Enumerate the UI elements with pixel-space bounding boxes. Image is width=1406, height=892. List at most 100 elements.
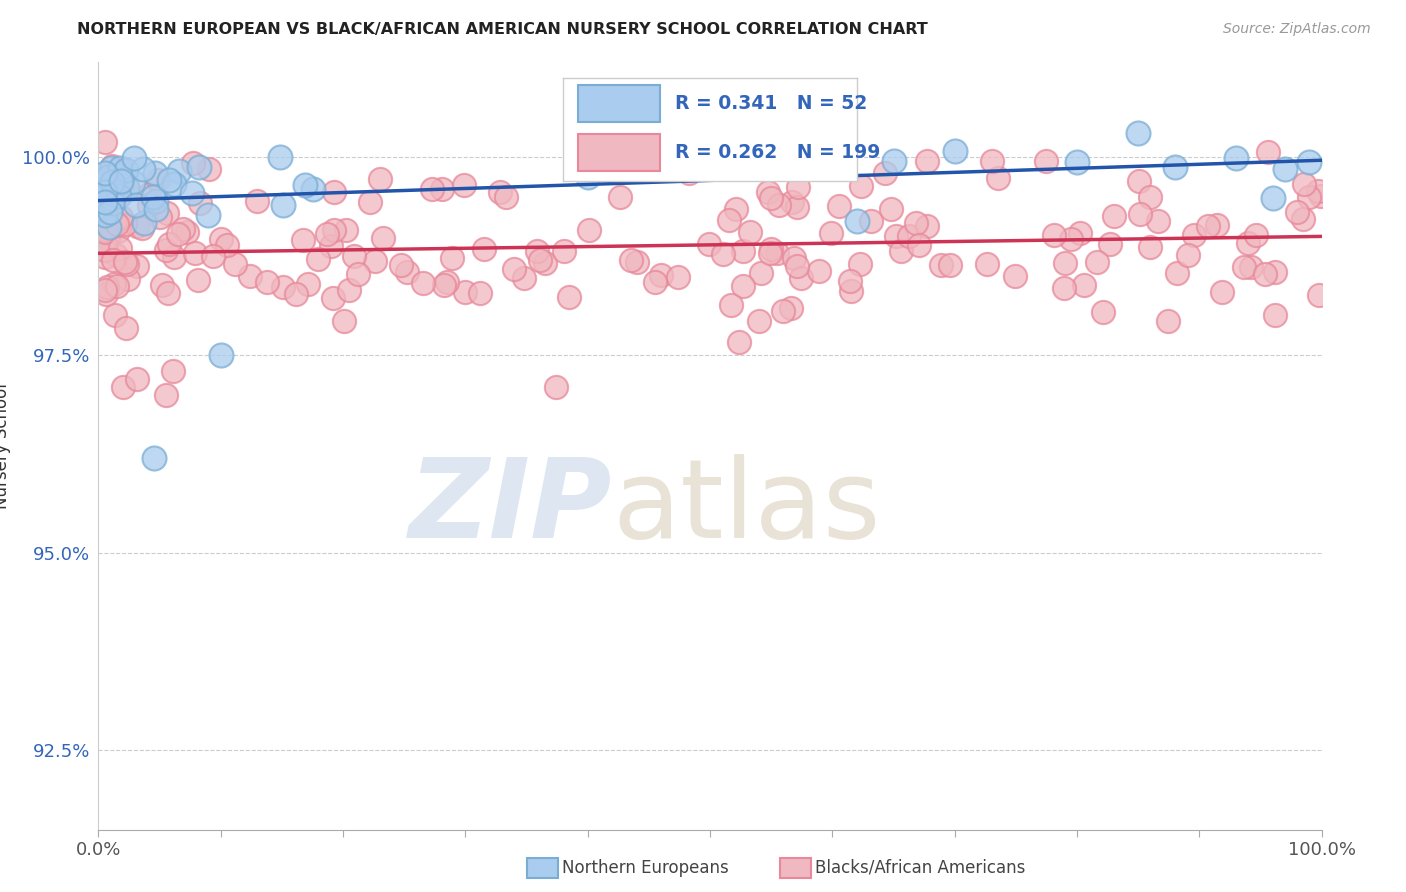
Point [789,271,811,285]
Point [738,225,761,239]
Point [470,286,492,301]
Point [1139,190,1161,204]
Point [125,219,148,234]
Point [371,230,394,244]
Point [768,198,790,212]
Point [1085,254,1108,268]
Point [620,253,643,268]
Point [420,182,443,196]
Point [297,277,319,291]
Point [332,314,354,328]
Point [197,208,219,222]
Point [108,189,131,203]
Point [772,304,794,318]
Point [678,166,700,180]
Point [938,258,960,272]
Point [553,244,575,258]
Point [1198,219,1220,234]
Point [163,250,186,264]
Point [943,144,966,158]
Point [908,238,931,252]
Point [114,255,136,269]
Point [114,217,136,231]
Point [93,235,115,250]
Point [143,450,166,465]
Point [94,283,117,297]
Point [188,160,211,174]
Point [529,252,551,267]
Point [122,175,145,189]
Point [112,380,135,394]
Point [103,308,125,322]
Point [97,169,120,184]
Point [1092,305,1115,319]
Y-axis label: Nursery School: Nursery School [0,383,11,509]
Point [322,185,344,199]
Point [100,191,122,205]
Point [890,244,912,259]
Point [271,280,294,294]
Point [717,212,740,227]
Text: ZIP: ZIP [409,454,612,561]
Point [558,290,581,304]
Point [644,275,666,289]
Point [157,173,180,187]
Point [749,266,772,280]
Point [132,216,155,230]
Point [526,244,548,258]
Point [1069,226,1091,240]
Point [284,286,307,301]
Point [100,161,122,175]
Point [765,245,787,260]
Point [93,166,115,180]
Point [1211,285,1233,299]
Point [1054,256,1077,270]
Point [711,246,734,260]
Point [697,236,720,251]
Point [880,202,903,216]
Point [1233,260,1256,274]
Point [93,225,115,239]
Point [150,277,173,292]
Point [576,169,599,184]
Point [211,232,233,246]
Point [1102,209,1125,223]
Point [93,243,115,257]
Point [162,364,184,378]
Point [1292,177,1315,191]
Point [157,236,180,251]
Point [125,259,148,273]
Point [1286,205,1309,219]
Point [105,217,128,231]
Point [172,221,194,235]
Point [513,270,536,285]
Point [156,285,179,300]
Point [138,198,160,212]
Point [342,248,364,262]
Point [389,258,412,272]
Point [759,191,782,205]
Point [733,244,755,258]
Point [224,257,246,271]
Point [335,223,357,237]
Point [787,180,810,194]
Point [188,195,211,210]
Point [395,265,418,279]
Point [1236,236,1258,251]
Point [359,194,381,209]
Point [93,250,115,264]
Point [716,160,738,174]
Point [93,235,115,249]
Point [347,268,370,282]
Point [756,186,779,200]
Point [725,202,748,217]
Point [307,252,329,267]
Point [704,147,727,161]
Point [1264,265,1286,279]
Text: atlas: atlas [612,454,880,561]
Point [131,221,153,235]
Point [931,259,953,273]
Point [239,268,262,283]
Point [1128,174,1150,188]
Point [786,259,808,273]
